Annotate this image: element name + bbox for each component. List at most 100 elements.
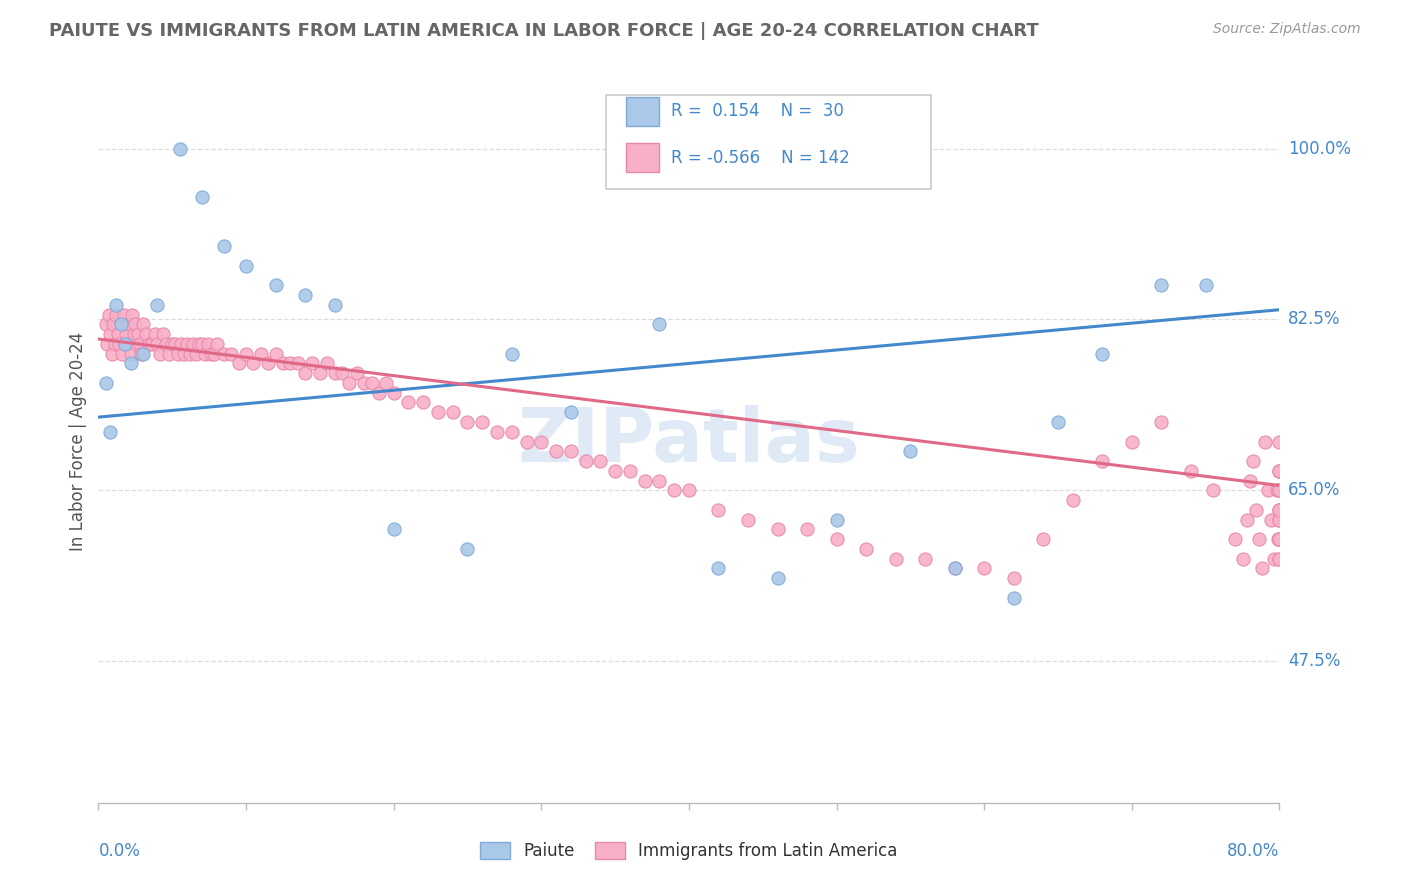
Point	[200, 346, 222, 360]
Point	[368, 385, 391, 400]
Point	[1254, 434, 1277, 449]
Point	[96, 337, 118, 351]
Point	[127, 327, 149, 342]
Point	[1046, 415, 1070, 429]
Point	[105, 308, 128, 322]
Point	[605, 464, 627, 478]
Point	[110, 318, 132, 332]
Point	[146, 337, 169, 351]
Text: 80.0%: 80.0%	[1227, 842, 1279, 860]
Point	[205, 337, 228, 351]
Point	[194, 346, 217, 360]
Point	[707, 503, 730, 517]
Point	[796, 523, 818, 537]
Point	[412, 395, 434, 409]
Text: 0.0%: 0.0%	[98, 842, 141, 860]
Point	[191, 337, 214, 351]
Point	[143, 327, 166, 342]
Point	[110, 318, 132, 332]
Point	[280, 356, 302, 370]
Bar	[626, 97, 659, 126]
Point	[884, 551, 907, 566]
Point	[943, 561, 966, 575]
Point	[441, 405, 464, 419]
Point	[264, 278, 287, 293]
Point	[353, 376, 375, 390]
Point	[766, 571, 789, 585]
Point	[135, 327, 157, 342]
Point	[1268, 513, 1291, 527]
Point	[179, 346, 201, 360]
Point	[457, 415, 479, 429]
Point	[98, 425, 121, 439]
Point	[1202, 483, 1225, 498]
Point	[943, 561, 966, 575]
Point	[360, 376, 382, 390]
Point	[129, 346, 152, 360]
FancyBboxPatch shape	[606, 95, 931, 189]
Point	[707, 561, 730, 575]
Point	[1091, 346, 1114, 360]
Point	[146, 298, 169, 312]
Point	[120, 356, 142, 370]
Point	[103, 318, 125, 332]
Point	[104, 337, 127, 351]
Point	[471, 415, 494, 429]
Point	[105, 298, 128, 312]
Point	[114, 337, 136, 351]
Point	[1250, 561, 1272, 575]
Point	[155, 337, 177, 351]
Point	[157, 346, 180, 360]
Point	[346, 366, 368, 380]
Point	[197, 337, 219, 351]
Point	[457, 541, 479, 556]
Point	[501, 346, 523, 360]
Point	[108, 337, 131, 351]
Point	[737, 513, 759, 527]
Point	[250, 346, 273, 360]
Point	[1268, 464, 1291, 478]
Point	[1244, 503, 1267, 517]
Point	[167, 346, 190, 360]
Point	[1268, 551, 1291, 566]
Point	[1150, 278, 1173, 293]
Text: R = -0.566    N = 142: R = -0.566 N = 142	[671, 149, 851, 167]
Point	[1268, 513, 1291, 527]
Point	[1091, 454, 1114, 468]
Point	[375, 376, 398, 390]
Point	[589, 454, 612, 468]
Point	[398, 395, 420, 409]
Point	[132, 318, 155, 332]
Point	[235, 346, 257, 360]
Point	[1268, 483, 1291, 498]
Point	[264, 346, 287, 360]
Point	[382, 523, 405, 537]
Text: 100.0%: 100.0%	[1288, 140, 1351, 158]
Point	[1180, 464, 1202, 478]
Point	[339, 376, 361, 390]
Point	[118, 337, 141, 351]
Text: Source: ZipAtlas.com: Source: ZipAtlas.com	[1213, 22, 1361, 37]
Point	[427, 405, 450, 419]
Point	[648, 474, 671, 488]
Point	[120, 346, 142, 360]
Legend: Paiute, Immigrants from Latin America: Paiute, Immigrants from Latin America	[474, 835, 904, 867]
Point	[1225, 532, 1247, 546]
Point	[235, 259, 257, 273]
Point	[1263, 551, 1285, 566]
Point	[141, 337, 163, 351]
Point	[1268, 483, 1291, 498]
Point	[149, 346, 172, 360]
Point	[111, 346, 134, 360]
Point	[619, 464, 641, 478]
Point	[1268, 532, 1291, 546]
Point	[97, 308, 120, 322]
Point	[1195, 278, 1218, 293]
Point	[138, 337, 160, 351]
Point	[330, 366, 353, 380]
Point	[271, 356, 294, 370]
Point	[1002, 591, 1025, 605]
Point	[187, 337, 209, 351]
Point	[1268, 503, 1291, 517]
Point	[115, 327, 138, 342]
